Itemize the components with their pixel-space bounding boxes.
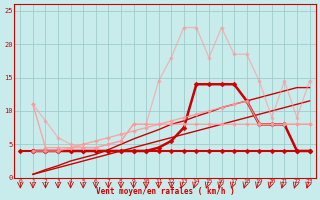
X-axis label: Vent moyen/en rafales ( km/h ): Vent moyen/en rafales ( km/h ) [96, 187, 234, 196]
